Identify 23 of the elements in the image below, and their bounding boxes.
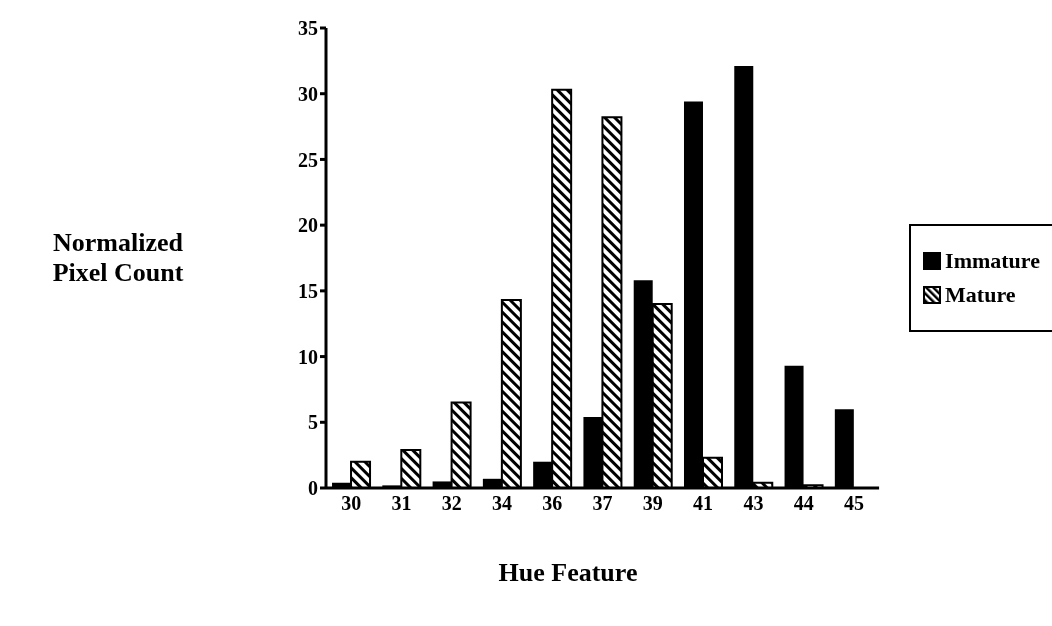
x-tick-label: 39: [642, 492, 663, 515]
y-tick-label: 10: [298, 345, 318, 368]
x-tick-label: 36: [542, 492, 563, 515]
x-tick-label: 37: [592, 492, 613, 515]
y-tick-label: 15: [298, 279, 318, 302]
y-tick-label: 5: [308, 411, 318, 434]
x-tick-label: 32: [441, 492, 462, 515]
text: Mature: [945, 282, 1016, 308]
x-tick-label: 30: [341, 492, 362, 515]
y-tick-label: 25: [298, 148, 318, 171]
y-axis-title: Normalized Pixel Count: [51, 228, 185, 288]
legend-label: Immature: [945, 248, 1040, 274]
y-tick-label: 35: [298, 17, 318, 40]
y-tick-label: 0: [308, 477, 318, 500]
x-tick-label: 45: [843, 492, 864, 515]
y-tick-label: 30: [298, 82, 318, 105]
x-tick-label: 34: [491, 492, 512, 515]
x-axis-title: Hue Feature: [497, 558, 639, 588]
x-tick-label: 43: [743, 492, 764, 515]
x-tick-label: 41: [693, 492, 714, 515]
y-tick-label: 20: [298, 214, 318, 237]
x-tick-label: 31: [391, 492, 412, 515]
x-tick-label: 44: [793, 492, 814, 515]
